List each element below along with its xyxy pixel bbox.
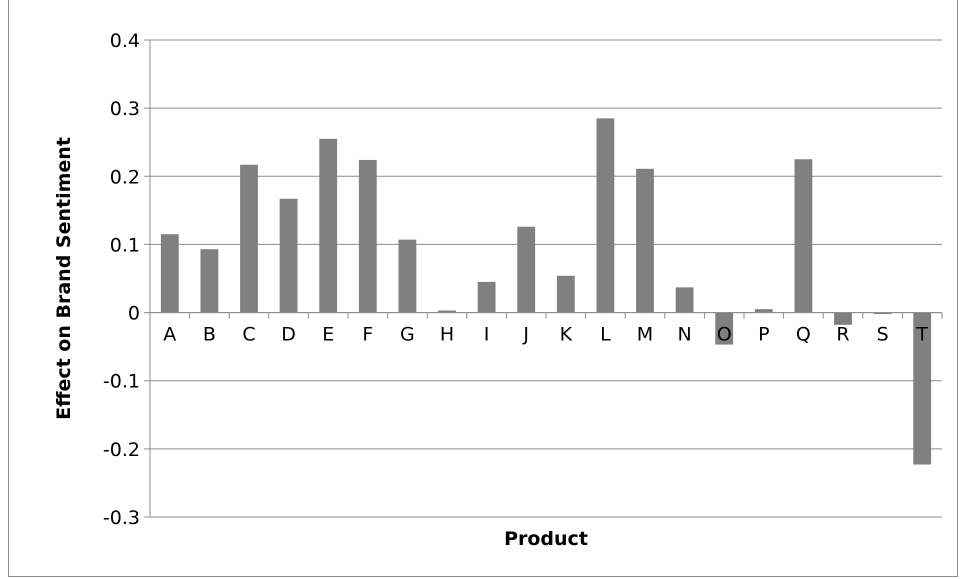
bar-Q [794,159,813,313]
x-category-label: Q [796,324,811,346]
y-tick-label: 0 [128,303,140,325]
x-category-label: J [522,324,529,346]
bar-I [477,281,496,313]
x-category-label: S [877,324,889,346]
x-category-label: R [836,324,849,346]
bar-P [754,309,773,313]
x-category-label: I [484,324,490,346]
bar-B [200,249,219,313]
x-category-label: K [560,324,573,346]
bar-S [873,312,892,315]
bar-G [398,239,417,313]
bars [160,118,932,465]
y-tick-label: 0.4 [110,30,140,52]
x-category-label: H [440,324,454,346]
axes [149,40,942,517]
bar-E [319,138,338,313]
x-category-label: M [637,324,653,346]
x-category-label: E [322,324,334,346]
bar-C [240,164,258,313]
y-tick-labels: 0.4 0.3 0.2 0.1 0 -0.1 -0.2 -0.3 [103,30,140,529]
x-category-label: C [242,324,255,346]
x-category-label: A [163,324,176,346]
y-tick-label: -0.2 [103,439,140,461]
bar-H [438,310,456,313]
bar-M [636,168,654,313]
x-category-label: N [677,324,691,346]
y-tick-label: -0.1 [103,371,140,393]
y-tick-label: 0.1 [110,234,140,256]
bar-T [913,312,932,465]
x-category-label: P [758,324,769,346]
x-category-label: G [400,324,415,346]
y-tick-label: 0.3 [110,98,140,120]
y-axis-title: Effect on Brand Sentiment [53,137,75,420]
x-category-label: L [600,324,611,346]
bar-J [517,226,536,313]
x-category-labels: A B C D E F G H I J K L M N O P Q R S T [163,324,928,346]
gridlines [144,39,943,518]
y-tick-label: -0.3 [103,507,140,529]
bar-F [358,159,377,313]
y-tick-label: 0.2 [110,166,140,188]
chart-frame [8,0,958,577]
bar-O [715,312,734,345]
bar-D [279,198,298,313]
x-category-label: T [915,324,928,346]
bar-K [556,275,575,313]
bar-L [596,118,615,313]
x-axis-title: Product [504,528,588,550]
x-category-label: F [362,324,373,346]
bar-R [834,312,852,325]
bar-N [675,287,694,313]
x-category-label: B [203,324,216,346]
x-category-label: O [717,324,732,346]
bar-A [160,234,179,313]
x-category-label: D [281,324,296,346]
